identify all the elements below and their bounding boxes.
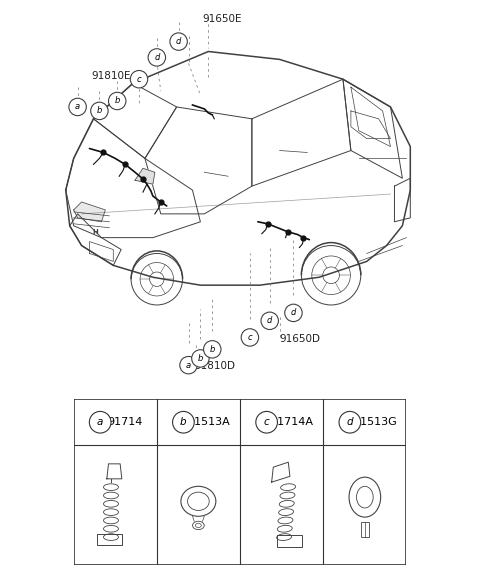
Bar <box>97 534 122 545</box>
Text: c: c <box>264 417 269 427</box>
Circle shape <box>91 102 108 119</box>
Text: c: c <box>248 333 252 342</box>
Text: a: a <box>186 360 191 370</box>
Text: b: b <box>180 417 187 427</box>
Circle shape <box>261 312 278 329</box>
Text: d: d <box>291 308 296 317</box>
Text: 91513A: 91513A <box>187 417 230 427</box>
Text: c: c <box>137 75 141 84</box>
Circle shape <box>130 71 148 88</box>
Polygon shape <box>135 168 155 184</box>
Bar <box>361 522 369 537</box>
Text: d: d <box>176 37 181 46</box>
Circle shape <box>173 412 194 433</box>
Text: H: H <box>93 228 98 235</box>
Bar <box>277 534 302 547</box>
Circle shape <box>339 412 360 433</box>
Text: 91714: 91714 <box>108 417 143 427</box>
Text: 91714A: 91714A <box>270 417 313 427</box>
Circle shape <box>148 49 166 66</box>
Circle shape <box>89 412 111 433</box>
Text: b: b <box>96 106 102 115</box>
Text: b: b <box>198 354 203 363</box>
Circle shape <box>285 304 302 321</box>
Circle shape <box>192 350 209 367</box>
Text: b: b <box>115 96 120 106</box>
Circle shape <box>170 33 187 51</box>
Text: 91513G: 91513G <box>353 417 396 427</box>
Circle shape <box>256 412 277 433</box>
Text: 91810E: 91810E <box>92 71 131 82</box>
Text: d: d <box>347 417 353 427</box>
Text: a: a <box>97 417 103 427</box>
Text: 91810D: 91810D <box>194 362 236 371</box>
Polygon shape <box>73 202 105 222</box>
Circle shape <box>108 92 126 110</box>
Circle shape <box>69 98 86 115</box>
Text: 91650D: 91650D <box>280 333 321 344</box>
Text: d: d <box>267 316 272 325</box>
Circle shape <box>204 340 221 358</box>
Text: a: a <box>75 102 80 111</box>
Text: 91650E: 91650E <box>203 14 242 24</box>
Circle shape <box>180 356 197 374</box>
Circle shape <box>241 329 259 346</box>
Text: d: d <box>154 53 159 62</box>
Text: b: b <box>210 345 215 354</box>
